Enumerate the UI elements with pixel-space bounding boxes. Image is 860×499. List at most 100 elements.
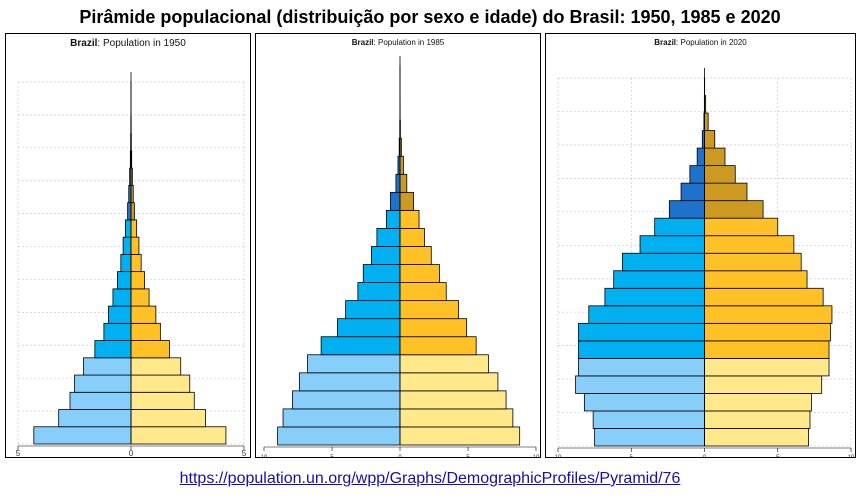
bar-female — [130, 357, 182, 376]
bar-female — [399, 300, 459, 320]
bar-female — [130, 426, 227, 445]
bar-female — [130, 409, 206, 428]
bar-female — [704, 130, 716, 149]
bar-male — [622, 252, 705, 272]
bar-female — [130, 340, 170, 359]
bar-male — [376, 228, 401, 247]
source-link[interactable]: https://population.un.org/wpp/Graphs/Dem… — [179, 470, 681, 487]
panel-title-1985: Brazil: Population in 1985 — [351, 38, 445, 47]
bar-female — [704, 112, 709, 131]
bar-female — [130, 288, 150, 307]
pyramid-panel-2020: Brazil: Population in 2020 10 5 0 5 10 — [545, 33, 856, 458]
x-tick-label: 5 — [776, 455, 780, 457]
x-tick-label: 10 — [848, 455, 855, 457]
bar-male — [112, 288, 132, 307]
bar-female — [399, 173, 408, 193]
bar-female — [130, 391, 195, 410]
x-tick-label: 5 — [242, 449, 247, 457]
bar-female — [399, 426, 521, 446]
bar-male — [385, 209, 401, 229]
bar-female — [704, 322, 831, 342]
bar-male — [337, 318, 401, 338]
bar-female — [399, 228, 425, 247]
bar-female — [130, 305, 157, 324]
bar-male — [696, 147, 705, 167]
bar-female — [130, 219, 138, 238]
bar-female — [130, 253, 142, 273]
bar-female — [399, 354, 489, 374]
x-tick-label: 0 — [703, 455, 707, 457]
bar-female — [399, 209, 420, 229]
bar-female — [399, 191, 415, 211]
bar-male — [307, 354, 401, 374]
bar-female — [399, 264, 440, 283]
bar-male — [654, 217, 705, 237]
x-tick-label: 5 — [16, 449, 21, 457]
bar-male — [395, 173, 401, 193]
pyramid-1950-svg: 5 0 5 — [16, 72, 247, 457]
bar-female — [704, 340, 830, 359]
pyramid-2020-svg: 10 5 0 5 10 — [555, 68, 855, 457]
bar-male — [371, 246, 401, 265]
bar-female — [399, 372, 499, 392]
bar-female — [399, 318, 468, 338]
bar-female — [399, 336, 477, 356]
bar-male — [69, 391, 132, 410]
bar-female — [399, 246, 432, 265]
panel-title-1950: Brazil: Population in 1950 — [70, 38, 186, 49]
bar-male — [298, 372, 401, 392]
panel-title-2020: Brazil: Population in 2020 — [654, 38, 747, 47]
bar-female — [704, 375, 823, 394]
bar-male — [94, 340, 132, 359]
pyramid-panel-1985: Brazil: Population in 1985 10 5 0 5 10 — [255, 33, 541, 458]
x-tick-label: 5 — [466, 455, 470, 457]
bar-female — [704, 147, 726, 167]
bar-male — [122, 236, 132, 255]
bar-female — [130, 374, 191, 393]
bar-female — [399, 282, 447, 302]
bar-male — [58, 409, 132, 428]
bar-male — [639, 235, 705, 254]
bar-female — [704, 357, 830, 377]
bar-male — [120, 253, 132, 273]
bar-female — [130, 236, 140, 255]
bar-male — [680, 182, 705, 202]
bar-male — [362, 264, 401, 283]
bar-female — [704, 287, 824, 307]
bar-female — [704, 217, 779, 237]
bar-female — [130, 322, 161, 341]
bar-male — [390, 191, 401, 211]
bar-male — [588, 305, 705, 324]
bar-male — [108, 305, 132, 324]
bar-female — [704, 428, 809, 447]
bar-male — [578, 340, 705, 359]
bar-male — [613, 270, 705, 289]
bar-female — [399, 155, 404, 175]
bar-male — [578, 357, 705, 377]
page-title: Pirâmide populacional (distribuição por … — [79, 7, 781, 27]
pyramid-panel-1950: Brazil: Population in 1950 5 0 5 — [5, 33, 251, 458]
bar-male — [668, 200, 705, 219]
x-tick-label: 10 — [555, 455, 562, 457]
bar-male — [583, 393, 705, 412]
bar-female — [130, 202, 135, 221]
pyramid-1985-svg: 10 5 0 5 10 — [261, 56, 540, 457]
bar-male — [357, 282, 401, 302]
bar-male — [33, 426, 132, 445]
bar-male — [282, 408, 401, 428]
x-tick-label: 0 — [398, 455, 402, 457]
bar-female — [399, 390, 507, 410]
x-tick-label: 5 — [330, 455, 334, 457]
bar-male — [127, 202, 132, 221]
bar-female — [704, 165, 736, 184]
bar-female — [704, 410, 811, 429]
bar-female — [399, 408, 514, 428]
bar-male — [345, 300, 401, 320]
bar-male — [124, 219, 132, 238]
bar-male — [689, 165, 705, 184]
bar-male — [320, 336, 401, 356]
bar-male — [292, 390, 401, 410]
bar-male — [117, 271, 132, 290]
bar-male — [604, 287, 705, 307]
x-tick-label: 10 — [261, 455, 268, 457]
